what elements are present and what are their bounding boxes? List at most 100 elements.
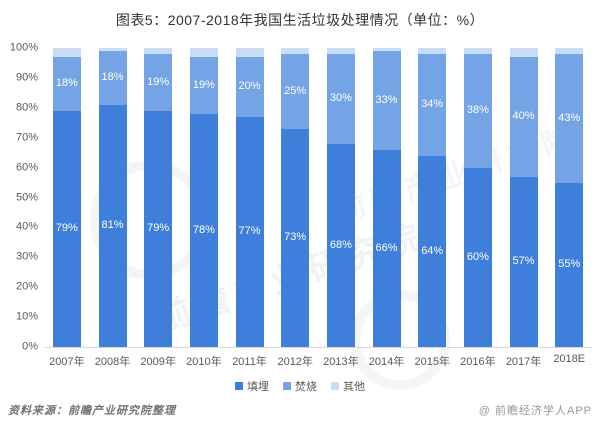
bar-segment-焚烧: 43% [555, 54, 584, 183]
bar-segment-其他 [418, 48, 447, 54]
x-tick-label: 2010年 [186, 356, 222, 368]
y-tick-label: 20% [15, 280, 38, 293]
bar-segment-其他 [235, 48, 264, 57]
x-tick-label: 2014年 [368, 356, 405, 368]
legend-item-焚烧: 焚烧 [283, 378, 317, 394]
bar-segment-其他 [326, 48, 355, 54]
bar-value-label: 33% [375, 93, 398, 106]
legend-item-填埋: 填埋 [235, 378, 269, 394]
x-tick-label: 2011年 [232, 356, 267, 368]
bar-segment-焚烧: 18% [98, 51, 127, 105]
bar-value-label: 38% [466, 104, 489, 117]
bar-segment-填埋: 66% [372, 149, 401, 347]
bar-value-label: 60% [466, 250, 489, 263]
y-tick-label: 70% [15, 131, 38, 144]
bar-segment-其他 [463, 48, 492, 54]
bar-stack: 81% 18% [98, 48, 127, 347]
bar-value-label: 68% [329, 238, 352, 251]
bar-segment-填埋: 79% [52, 110, 81, 347]
x-tick-label: 2013年 [323, 356, 359, 368]
source-note: 资料来源：前瞻产业研究院整理 [8, 405, 176, 417]
x-tick-label: 2007年 [49, 356, 85, 368]
bar-value-label: 73% [284, 231, 307, 244]
y-tick-label: 50% [15, 191, 38, 203]
bar-column: 81% 18% [90, 48, 136, 347]
bar-stack: 55% 43% [555, 48, 584, 347]
bars-row: 79% 18% 81% 18% 79% 19% 78% 19% 77% 20% 73% 25% 68% 3… [44, 48, 592, 347]
x-tick-label: 2009年 [140, 356, 176, 368]
bar-value-label: 34% [421, 98, 444, 111]
bar-segment-其他 [555, 48, 584, 54]
legend-label: 填埋 [247, 381, 269, 393]
bar-value-label: 79% [55, 222, 78, 235]
legend-swatch-icon [331, 382, 339, 390]
bar-stack: 79% 18% [52, 48, 81, 347]
bar-segment-其他 [189, 48, 218, 57]
y-tick-label: 100% [9, 41, 38, 54]
bar-value-label: 79% [147, 222, 170, 235]
bar-stack: 79% 19% [144, 48, 173, 347]
y-tick-label: 40% [15, 220, 38, 233]
bar-column: 64% 34% [409, 48, 455, 347]
bar-value-label: 18% [101, 71, 124, 84]
bar-column: 79% 19% [135, 48, 181, 347]
bar-column: 79% 18% [44, 48, 90, 347]
chart-title: 图表5：2007-2018年我国生活垃圾处理情况（单位：%） [115, 12, 485, 28]
bar-segment-焚烧: 33% [372, 51, 401, 150]
bar-segment-焚烧: 40% [509, 56, 538, 177]
y-axis: 0% 10% 20% 30% 40% 50% 60% 70% 80% 90% 100% [0, 42, 38, 352]
bar-segment-其他 [372, 48, 401, 52]
bar-stack: 77% 20% [235, 48, 264, 347]
bar-segment-填埋: 81% [98, 104, 127, 347]
bar-value-label: 81% [101, 219, 124, 232]
x-tick-label: 2016年 [460, 356, 496, 368]
y-tick-label: 80% [15, 101, 38, 114]
x-tick-label: 2012年 [277, 356, 313, 368]
bar-segment-焚烧: 19% [144, 54, 173, 111]
bar-value-label: 25% [284, 84, 307, 97]
bar-column: 77% 20% [227, 48, 273, 347]
bar-column: 55% 43% [546, 48, 592, 347]
credit-note: @ 前瞻经济学人APP [478, 405, 592, 417]
legend-label: 其他 [343, 381, 365, 393]
bar-column: 57% 40% [501, 48, 547, 347]
bar-segment-焚烧: 20% [235, 56, 264, 117]
y-tick-label: 60% [15, 161, 38, 174]
y-tick-label: 90% [15, 71, 38, 84]
bar-value-label: 19% [147, 75, 170, 88]
legend-swatch-icon [283, 382, 291, 390]
bar-value-label: 66% [375, 241, 398, 254]
bar-segment-填埋: 78% [189, 113, 218, 347]
bar-column: 68% 30% [318, 48, 364, 347]
bar-stack: 64% 34% [418, 48, 447, 347]
bar-value-label: 18% [55, 77, 78, 90]
bar-segment-其他 [144, 48, 173, 54]
bar-segment-其他 [509, 48, 538, 57]
x-tick-label: 2015年 [414, 356, 450, 368]
bar-segment-焚烧: 18% [52, 56, 81, 111]
bar-segment-其他 [52, 48, 81, 57]
bar-stack: 60% 38% [463, 48, 492, 347]
y-tick-label: 30% [15, 250, 38, 263]
bar-segment-焚烧: 34% [418, 53, 447, 156]
bar-segment-填埋: 64% [418, 155, 447, 347]
bar-column: 78% 19% [181, 48, 227, 347]
bar-segment-焚烧: 30% [326, 54, 355, 144]
bar-value-label: 20% [238, 80, 261, 93]
x-tick-label: 2018E [553, 353, 586, 365]
bar-segment-填埋: 77% [235, 116, 264, 347]
bar-value-label: 30% [329, 92, 352, 105]
bar-segment-焚烧: 19% [189, 56, 218, 114]
bar-segment-填埋: 60% [463, 167, 492, 347]
x-axis: 2007年 2008年 2009年 2010年 2011年 2012年 2013年 2014年… [44, 353, 592, 369]
legend-item-其他: 其他 [331, 378, 365, 394]
bar-segment-填埋: 55% [555, 182, 584, 347]
bar-value-label: 78% [192, 223, 215, 236]
bar-segment-焚烧: 38% [463, 54, 492, 168]
bar-segment-焚烧: 25% [281, 53, 310, 129]
bar-value-label: 57% [512, 255, 535, 268]
bar-value-label: 40% [512, 110, 535, 123]
y-tick-label: 0% [22, 340, 38, 353]
bar-stack: 68% 30% [326, 48, 355, 347]
